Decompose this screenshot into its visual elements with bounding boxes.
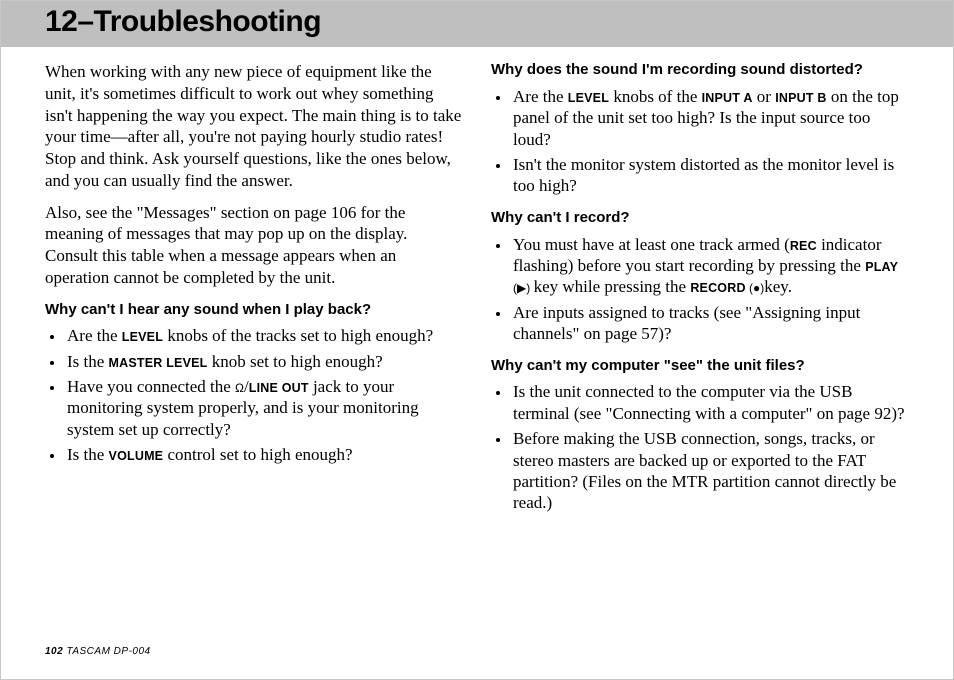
list-item: Is the MASTER LEVEL knob set to high eno… — [65, 351, 463, 372]
page-number: 102 — [45, 646, 63, 657]
content-columns: When working with any new piece of equip… — [45, 61, 909, 526]
right-column: Why does the sound I'm recording sound d… — [491, 61, 909, 526]
list-item: Before making the USB connection, songs,… — [511, 428, 909, 514]
list-item: Are the LEVEL knobs of the INPUT A or IN… — [511, 86, 909, 150]
list-item: Are the LEVEL knobs of the tracks set to… — [65, 325, 463, 346]
list-item: You must have at least one track armed (… — [511, 234, 909, 298]
text: knobs of the — [609, 87, 702, 106]
intro-paragraph-2: Also, see the "Messages" section on page… — [45, 202, 463, 289]
record-icon: (●) — [746, 281, 765, 295]
answer-list-distorted: Are the LEVEL knobs of the INPUT A or IN… — [491, 86, 909, 197]
answer-list-playback: Are the LEVEL knobs of the tracks set to… — [45, 325, 463, 465]
page: 12–Troubleshooting When working with any… — [0, 0, 954, 680]
chapter-header-bar: 12–Troubleshooting — [1, 1, 953, 47]
smallcaps-label: LINE OUT — [249, 381, 309, 395]
left-column: When working with any new piece of equip… — [45, 61, 463, 526]
list-item: Are inputs assigned to tracks (see "Assi… — [511, 302, 909, 345]
text: Is the unit connected to the computer vi… — [513, 382, 905, 422]
smallcaps-label: INPUT B — [775, 91, 826, 105]
list-item: Have you connected the Ω/LINE OUT jack t… — [65, 376, 463, 440]
smallcaps-label: REC — [790, 239, 817, 253]
smallcaps-label: INPUT A — [702, 91, 753, 105]
answer-list-computer: Is the unit connected to the computer vi… — [491, 381, 909, 513]
text: knobs of the tracks set to high enough? — [163, 326, 433, 345]
text: Is the — [67, 352, 109, 371]
question-distorted: Why does the sound I'm recording sound d… — [491, 61, 909, 80]
smallcaps-label: MASTER LEVEL — [109, 356, 208, 370]
question-playback-sound: Why can't I hear any sound when I play b… — [45, 301, 463, 320]
smallcaps-label: PLAY — [865, 260, 898, 274]
play-icon: (▶) — [513, 281, 534, 295]
text: or — [753, 87, 776, 106]
page-footer: 102 TASCAM DP-004 — [45, 646, 151, 657]
text: Is the — [67, 445, 109, 464]
question-cant-record: Why can't I record? — [491, 209, 909, 228]
list-item: Is the VOLUME control set to high enough… — [65, 444, 463, 465]
question-computer-see: Why can't my computer "see" the unit fil… — [491, 357, 909, 376]
smallcaps-label: LEVEL — [568, 91, 609, 105]
product-name: TASCAM DP-004 — [63, 646, 150, 657]
headphone-icon: Ω — [235, 381, 244, 395]
chapter-title: 12–Troubleshooting — [45, 5, 321, 38]
intro-paragraph-1: When working with any new piece of equip… — [45, 61, 463, 192]
smallcaps-label: LEVEL — [122, 330, 163, 344]
text: Have you connected the — [67, 377, 235, 396]
text: control set to high enough? — [163, 445, 352, 464]
text: Before making the USB connection, songs,… — [513, 429, 896, 512]
text: knob set to high enough? — [207, 352, 382, 371]
text: Are inputs assigned to tracks (see "Assi… — [513, 303, 860, 343]
text: key while pressing the — [534, 277, 691, 296]
smallcaps-label: VOLUME — [109, 449, 164, 463]
list-item: Isn't the monitor system distorted as th… — [511, 154, 909, 197]
smallcaps-label: RECORD — [690, 281, 745, 295]
list-item: Is the unit connected to the computer vi… — [511, 381, 909, 424]
text: key. — [764, 277, 792, 296]
text: Are the — [67, 326, 122, 345]
text: Isn't the monitor system distorted as th… — [513, 155, 894, 195]
answer-list-record: You must have at least one track armed (… — [491, 234, 909, 345]
text: You must have at least one track armed ( — [513, 235, 790, 254]
text: Are the — [513, 87, 568, 106]
